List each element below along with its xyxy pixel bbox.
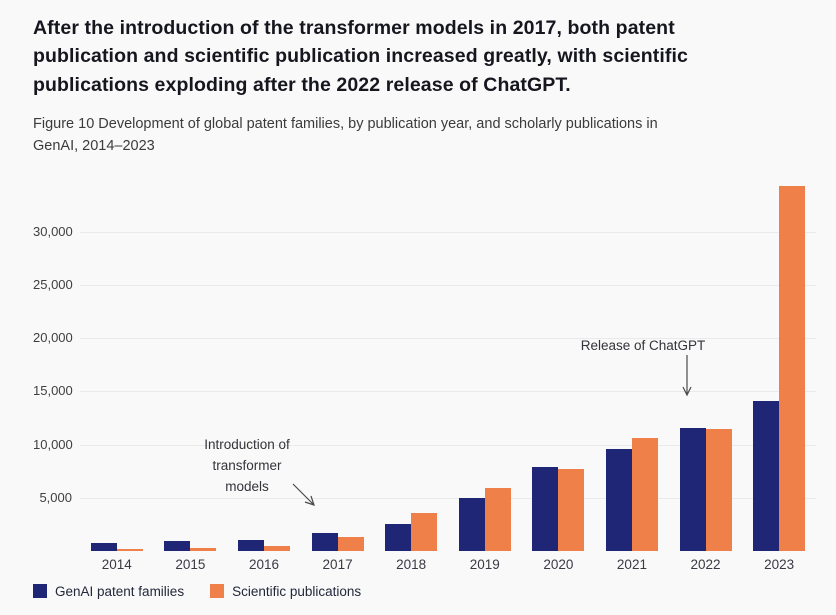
x-tick-label-2019: 2019 [469, 556, 500, 572]
legend-label: GenAI patent families [55, 583, 185, 599]
bar-2022-publications [705, 428, 732, 551]
bar-group-2023 [743, 179, 816, 551]
bar-2016-publications [263, 546, 290, 551]
legend-item-patent-families: GenAI patent families [33, 584, 184, 599]
figure-title: After the introduction of the transforme… [33, 17, 688, 96]
x-tick-label-2018: 2018 [396, 556, 427, 572]
bar-group-2018 [375, 179, 448, 551]
bar-group-2015 [154, 179, 227, 551]
scientific-publications-swatch-icon [210, 584, 225, 599]
bar-2022-patents [679, 427, 706, 551]
bar-group-2022 [669, 179, 742, 551]
bar-2016-patents [237, 539, 264, 551]
gridline-20000 [80, 338, 816, 340]
annotation-release-of-chatgpt: Release of ChatGPT [580, 337, 706, 353]
gridline-15000 [80, 391, 816, 393]
legend-item-scientific-publications: Scientific publications [210, 584, 361, 599]
annotation-transformer-models: Introduction of transformer models [204, 436, 290, 494]
bar-group-2016 [227, 179, 300, 551]
y-tick-label: 5,000 [39, 489, 72, 505]
gridline-10000 [80, 444, 816, 446]
bar-2017-publications [337, 536, 364, 551]
bar-2017-patents [311, 533, 338, 551]
y-tick-label: 15,000 [33, 383, 73, 399]
x-tick-label-2022: 2022 [690, 556, 721, 572]
bar-group-2020 [522, 179, 595, 551]
x-tick-label-2014: 2014 [101, 556, 132, 572]
annotation-arrow-diagonal-icon [292, 483, 315, 506]
gridline-5000 [80, 497, 816, 499]
bar-group-2021 [595, 179, 668, 551]
x-tick-label-2020: 2020 [543, 556, 574, 572]
x-tick-label-2021: 2021 [616, 556, 647, 572]
bar-2021-publications [631, 437, 658, 551]
x-tick-label-2016: 2016 [248, 556, 279, 572]
bar-2018-publications [411, 513, 438, 551]
x-tick-label-2015: 2015 [175, 556, 206, 572]
y-tick-label: 30,000 [33, 224, 73, 240]
bar-2018-patents [385, 524, 412, 551]
bar-group-2014 [80, 179, 153, 551]
bar-2019-patents [458, 497, 485, 551]
y-tick-label: 10,000 [33, 436, 73, 452]
x-axis: 2014 2015 2016 2017 2018 2019 2020 2021 2022 2023 [80, 557, 816, 572]
bar-2021-patents [605, 449, 632, 551]
bar-2020-patents [532, 467, 559, 551]
y-tick-label: 20,000 [33, 330, 73, 346]
x-tick-label-2017: 2017 [322, 556, 353, 572]
bar-group-2017 [301, 179, 374, 551]
bar-2023-publications [779, 186, 806, 551]
gridline-30000 [80, 232, 816, 234]
patent-families-swatch-icon [33, 584, 47, 599]
bar-group-2019 [448, 179, 521, 551]
bar-2015-patents [164, 541, 191, 551]
bar-2014-patents [90, 542, 117, 551]
x-tick-label-2023: 2023 [764, 556, 795, 572]
legend-label: Scientific publications [232, 583, 362, 599]
figure-caption: Figure 10 Development of global patent f… [33, 115, 658, 154]
bar-2014-publications [116, 548, 143, 551]
chart-legend: GenAI patent families Scientific publica… [33, 584, 816, 599]
bar-2020-publications [558, 468, 585, 551]
bar-chart: Introduction of transformer models Relea… [33, 179, 816, 599]
plot-area: Introduction of transformer models Relea… [33, 179, 816, 551]
bar-2023-patents [753, 401, 780, 551]
annotation-arrow-vertical-icon [682, 354, 692, 397]
bar-2015-publications [190, 547, 217, 551]
bar-2019-publications [484, 488, 511, 551]
gridline-25000 [80, 285, 816, 287]
y-tick-label: 25,000 [33, 277, 73, 293]
bar-series [80, 179, 816, 551]
